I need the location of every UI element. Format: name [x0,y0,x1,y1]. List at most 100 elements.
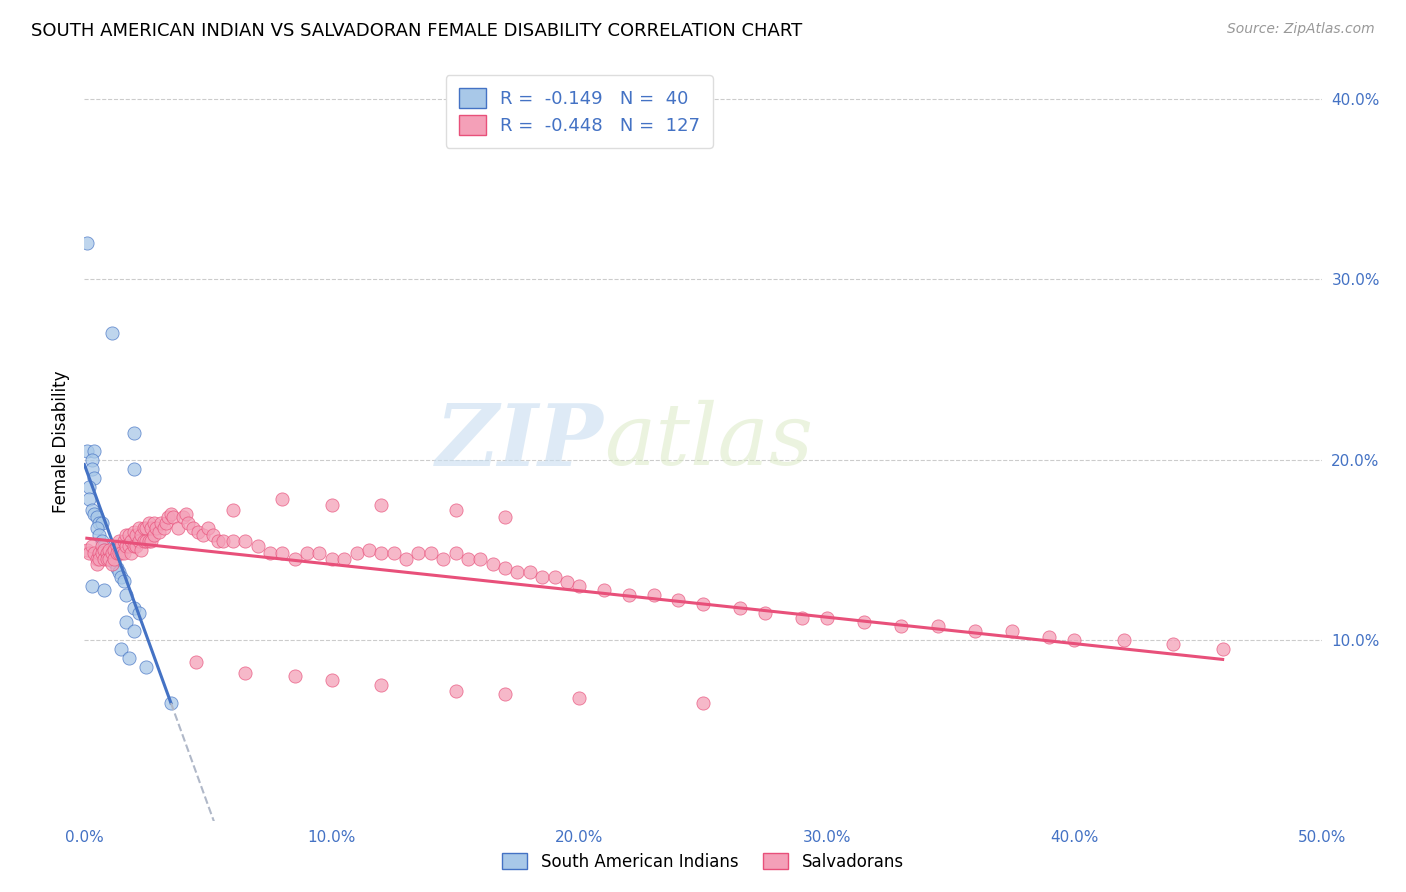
Point [118,539,141,553]
Point [86,558,108,572]
Point [98,542,121,557]
Point [790,611,813,625]
Point [96,546,118,560]
Point [568,579,591,593]
Point [754,606,776,620]
Point [852,615,875,629]
Point [125,528,148,542]
Point [86,521,108,535]
Point [965,624,987,639]
Point [197,521,219,535]
Point [444,683,467,698]
Point [141,533,163,548]
Point [1161,637,1184,651]
Text: SOUTH AMERICAN INDIAN VS SALVADORAN FEMALE DISABILITY CORRELATION CHART: SOUTH AMERICAN INDIAN VS SALVADORAN FEMA… [31,22,803,40]
Point [122,461,145,475]
Point [103,542,125,557]
Point [444,546,467,560]
Point [148,524,170,539]
Point [191,528,214,542]
Point [135,660,157,674]
Point [150,516,173,530]
Point [96,552,118,566]
Point [152,521,174,535]
Point [815,611,838,625]
Point [110,546,132,560]
Point [112,574,135,588]
Point [321,673,343,687]
Point [1038,630,1060,644]
Point [222,533,245,548]
Point [108,546,131,560]
Point [494,510,516,524]
Point [457,552,479,566]
Point [79,480,101,494]
Point [141,521,163,535]
Point [370,546,392,560]
Point [80,503,103,517]
Point [145,521,167,535]
Point [233,665,256,680]
Point [142,516,165,530]
Point [115,539,138,553]
Y-axis label: Female Disability: Female Disability [52,370,70,513]
Point [395,552,418,566]
Point [90,533,112,548]
Point [1063,633,1085,648]
Point [207,533,229,548]
Point [728,600,751,615]
Point [122,539,145,553]
Point [162,510,184,524]
Point [167,521,190,535]
Point [93,552,115,566]
Point [284,669,307,683]
Point [444,503,467,517]
Point [160,507,183,521]
Point [132,521,155,535]
Point [112,533,135,548]
Point [184,655,207,669]
Point [118,651,141,665]
Point [142,528,165,542]
Point [93,539,115,553]
Point [108,565,131,579]
Point [506,565,529,579]
Point [105,561,128,575]
Point [100,326,122,341]
Point [128,521,150,535]
Point [83,443,105,458]
Point [135,521,157,535]
Point [89,528,111,542]
Point [79,492,101,507]
Point [79,546,101,560]
Point [122,624,145,639]
Point [120,546,142,560]
Point [246,539,269,553]
Point [93,582,115,597]
Point [519,565,541,579]
Point [271,546,294,560]
Point [308,546,330,560]
Point [122,600,145,615]
Point [100,546,122,560]
Point [98,552,121,566]
Point [408,546,430,560]
Point [89,516,111,530]
Point [80,461,103,475]
Point [89,552,111,566]
Point [80,579,103,593]
Point [321,552,343,566]
Point [494,561,516,575]
Point [122,425,145,440]
Point [222,503,245,517]
Point [108,533,131,548]
Point [370,678,392,692]
Point [202,528,225,542]
Point [357,542,380,557]
Point [295,546,318,560]
Point [122,524,145,539]
Point [138,516,160,530]
Point [135,533,157,548]
Point [76,443,98,458]
Point [86,552,108,566]
